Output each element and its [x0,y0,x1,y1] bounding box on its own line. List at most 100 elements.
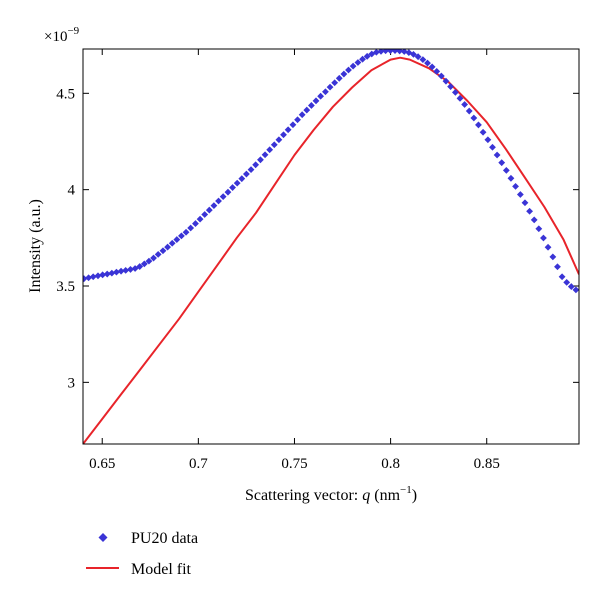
x-axis-title: Scattering vector: q (nm−1) [245,484,417,504]
data-point-pu20 [493,151,501,159]
data-point-pu20 [368,50,376,58]
data-point-pu20 [229,184,236,191]
data-point-pu20 [154,251,162,258]
data-point-pu20 [196,215,204,223]
y-tick-label: 3.5 [56,279,75,295]
data-point-pu20 [136,263,144,270]
data-point-pu20 [122,266,130,274]
data-point-pu20 [298,111,306,119]
data-point-pu20 [530,216,538,224]
data-point-pu20 [335,74,343,82]
data-point-pu20 [280,131,287,139]
data-point-pu20 [117,267,125,275]
data-point-pu20 [512,182,519,190]
data-point-pu20 [521,199,529,207]
legend: PU20 data Model fit [86,530,198,578]
legend-marker-pu20-data [98,533,108,542]
data-point-pu20 [498,159,506,167]
data-point-pu20 [442,77,450,85]
data-point-pu20 [140,260,148,268]
x-tick-label: 0.8 [381,456,400,472]
data-point-pu20 [400,49,408,55]
data-point-pu20 [433,67,441,75]
data-point-pu20 [456,94,464,102]
data-point-pu20 [257,156,264,164]
data-point-pu20 [270,141,278,149]
data-point-pu20 [484,136,492,144]
data-point-pu20 [391,49,399,54]
data-point-pu20 [173,236,181,243]
data-point-pu20 [233,179,241,187]
data-point-pu20 [275,136,283,144]
data-point-pu20 [549,253,557,261]
data-point-pu20 [103,270,111,278]
data-point-pu20 [266,146,274,154]
data-point-pu20 [572,286,579,294]
data-point-pu20 [345,66,352,74]
plot-frame [82,48,580,445]
data-point-pu20 [326,83,334,91]
data-point-pu20 [284,126,292,134]
data-point-pu20 [238,175,246,183]
data-point-pu20 [475,121,482,129]
y-multiplier-label: ×10−9 [44,25,80,45]
data-point-pu20 [247,166,255,174]
data-point-pu20 [85,274,92,282]
data-point-pu20 [540,234,547,242]
data-point-pu20 [437,72,445,80]
data-point-pu20 [243,170,250,178]
plot-area [83,49,579,444]
data-point-pu20 [312,97,320,105]
data-point-pu20 [349,62,357,70]
legend-label-model-fit: Model fit [131,561,192,578]
data-point-pu20 [489,143,496,151]
data-point-pu20 [331,79,339,87]
data-point-pu20 [307,102,315,109]
y-axis-title: Intensity (a.u.) [27,199,44,293]
data-point-pu20 [99,271,107,279]
data-point-pu20 [294,116,301,124]
data-point-pu20 [210,202,218,210]
y-tick-label: 4.5 [56,86,75,102]
data-point-pu20 [168,239,176,247]
data-point-pu20 [89,273,97,281]
data-point-pu20 [182,228,190,236]
data-point-pu20 [340,70,348,78]
data-point-pu20 [224,188,232,196]
data-point-pu20 [544,243,552,251]
data-point-pu20 [410,50,417,58]
data-point-pu20 [322,88,329,96]
x-tick-label: 0.85 [474,456,500,472]
data-point-pu20 [451,88,459,96]
data-point-pu20 [567,283,575,290]
data-point-pu20 [187,224,195,232]
data-point-pu20 [108,269,116,277]
data-point-pu20 [554,263,561,271]
data-point-pu20 [372,49,380,56]
data-point-pu20 [303,106,311,114]
data-point-pu20 [127,266,134,273]
data-point-pu20 [424,59,431,67]
data-point-pu20 [414,53,422,61]
data-point-pu20 [447,83,454,90]
data-point-pu20 [159,247,167,255]
data-point-pu20 [461,101,469,108]
data-point-pu20 [289,121,297,129]
data-point-pu20 [363,52,371,60]
data-point-pu20 [178,232,185,240]
data-point-pu20 [201,211,209,218]
data-point-pu20 [428,63,436,71]
data-point-pu20 [479,128,487,136]
data-point-pu20 [354,59,362,66]
data-point-pu20 [516,191,524,198]
x-tick-label: 0.75 [281,456,307,472]
data-point-pu20 [419,56,427,63]
x-tick-label: 0.7 [189,456,208,472]
data-point-pu20 [261,151,269,159]
y-tick-label: 3 [68,375,76,391]
data-point-pu20 [526,207,533,215]
data-point-pu20 [502,166,510,174]
data-point-pu20 [465,107,473,115]
data-point-pu20 [470,114,478,122]
data-point-pu20 [219,193,227,200]
